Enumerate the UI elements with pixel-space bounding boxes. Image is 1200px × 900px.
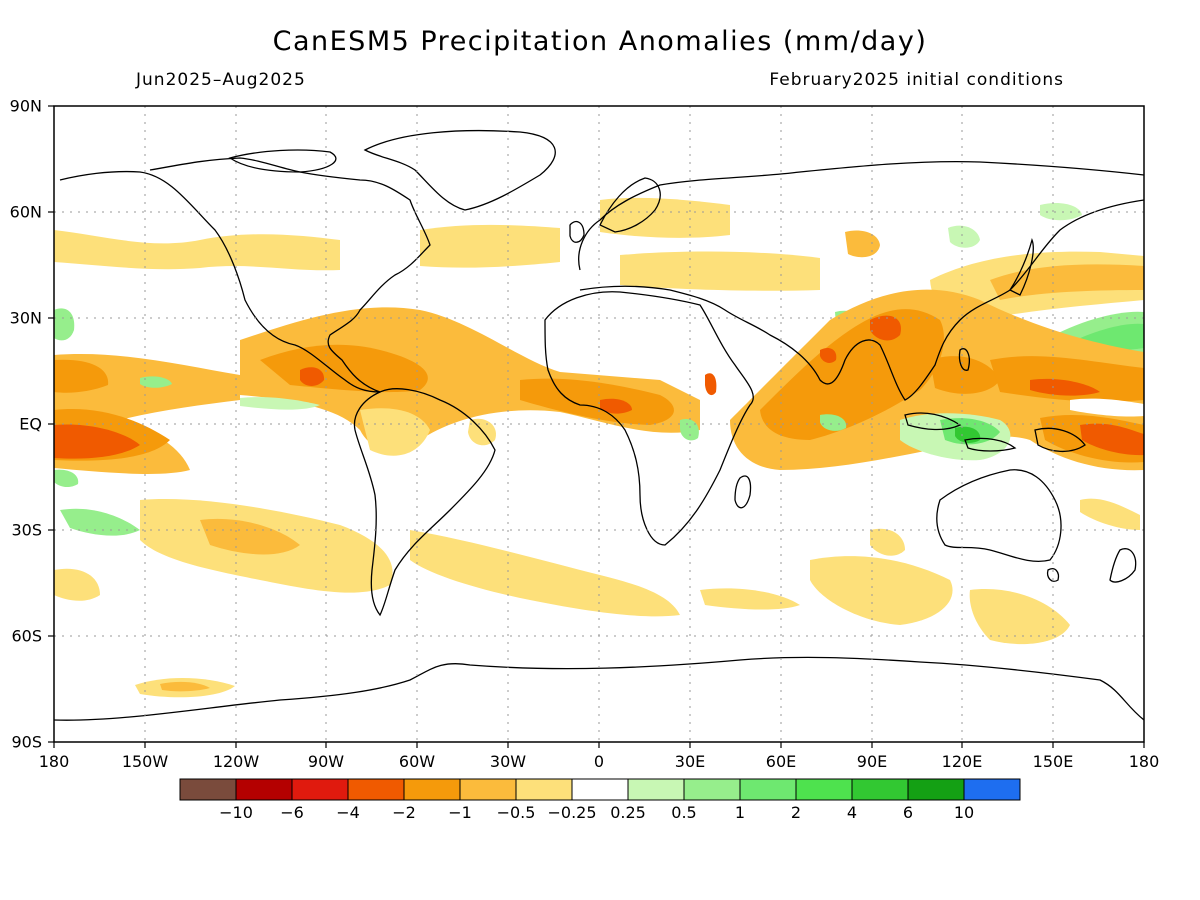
colorbar-tick-label: −4 bbox=[336, 803, 360, 822]
colorbar-tick-label: 4 bbox=[846, 803, 858, 822]
colorbar-swatch bbox=[179, 778, 237, 801]
gridlines bbox=[54, 106, 1144, 742]
lon-label-90e: 90E bbox=[856, 752, 888, 771]
colorbar-swatch bbox=[291, 778, 349, 801]
lon-label-30e: 30E bbox=[674, 752, 706, 771]
axis-ticks bbox=[48, 105, 1145, 748]
lon-label-60e: 60E bbox=[765, 752, 797, 771]
lon-label-150e: 150E bbox=[1032, 752, 1074, 771]
colorbar-tick-label: 1 bbox=[734, 803, 746, 822]
colorbar-tick-label: 0.25 bbox=[610, 803, 646, 822]
lon-label-0: 0 bbox=[593, 752, 605, 771]
colorbar-swatch bbox=[571, 778, 629, 801]
colorbar-swatch bbox=[515, 778, 573, 801]
lat-label-60n: 60N bbox=[9, 202, 42, 222]
colorbar-swatch bbox=[795, 778, 853, 801]
season-label: Jun2025–Aug2025 bbox=[136, 70, 306, 90]
colorbar-tick-label: 0.5 bbox=[671, 803, 697, 822]
colorbar bbox=[179, 778, 1021, 801]
colorbar-tick-label: 10 bbox=[953, 803, 975, 822]
lat-label-30n: 30N bbox=[9, 308, 42, 328]
lat-label-eq: EQ bbox=[19, 414, 42, 434]
colorbar-swatch bbox=[347, 778, 405, 801]
colorbar-tick-label: −1 bbox=[448, 803, 472, 822]
colorbar-tick-label: 2 bbox=[790, 803, 802, 822]
coastlines bbox=[54, 129, 1144, 721]
lat-label-90n: 90N bbox=[9, 96, 42, 116]
colorbar-swatch bbox=[963, 778, 1021, 801]
colorbar-swatch bbox=[627, 778, 685, 801]
colorbar-tick-label: −2 bbox=[392, 803, 416, 822]
colorbar-swatch bbox=[851, 778, 909, 801]
lon-label-120e: 120E bbox=[941, 752, 983, 771]
colorbar-tick-label: −10 bbox=[219, 803, 253, 822]
lon-label-30w: 30W bbox=[489, 752, 527, 771]
lat-label-60s: 60S bbox=[11, 626, 42, 646]
colorbar-swatch bbox=[403, 778, 461, 801]
anomaly-field bbox=[54, 197, 1144, 698]
lon-label-90w: 90W bbox=[307, 752, 345, 771]
lon-label-180e: 180 bbox=[1128, 752, 1160, 771]
lon-label-150w: 150W bbox=[121, 752, 169, 771]
colorbar-tick-label: −6 bbox=[280, 803, 304, 822]
colorbar-swatch bbox=[459, 778, 517, 801]
lon-label-60w: 60W bbox=[398, 752, 436, 771]
lon-label-120w: 120W bbox=[212, 752, 260, 771]
lat-label-30s: 30S bbox=[11, 520, 42, 540]
lon-label-180w: 180 bbox=[38, 752, 70, 771]
colorbar-swatch bbox=[235, 778, 293, 801]
initial-conditions-label: February2025 initial conditions bbox=[769, 70, 1064, 90]
map-title: CanESM5 Precipitation Anomalies (mm/day) bbox=[272, 26, 928, 57]
colorbar-swatch bbox=[907, 778, 965, 801]
colorbar-tick-label: 6 bbox=[902, 803, 914, 822]
colorbar-swatch bbox=[683, 778, 741, 801]
colorbar-swatch bbox=[739, 778, 797, 801]
colorbar-tick-label: −0.5 bbox=[496, 803, 536, 822]
lat-label-90s: 90S bbox=[11, 732, 42, 752]
colorbar-tick-label: −0.25 bbox=[547, 803, 597, 822]
